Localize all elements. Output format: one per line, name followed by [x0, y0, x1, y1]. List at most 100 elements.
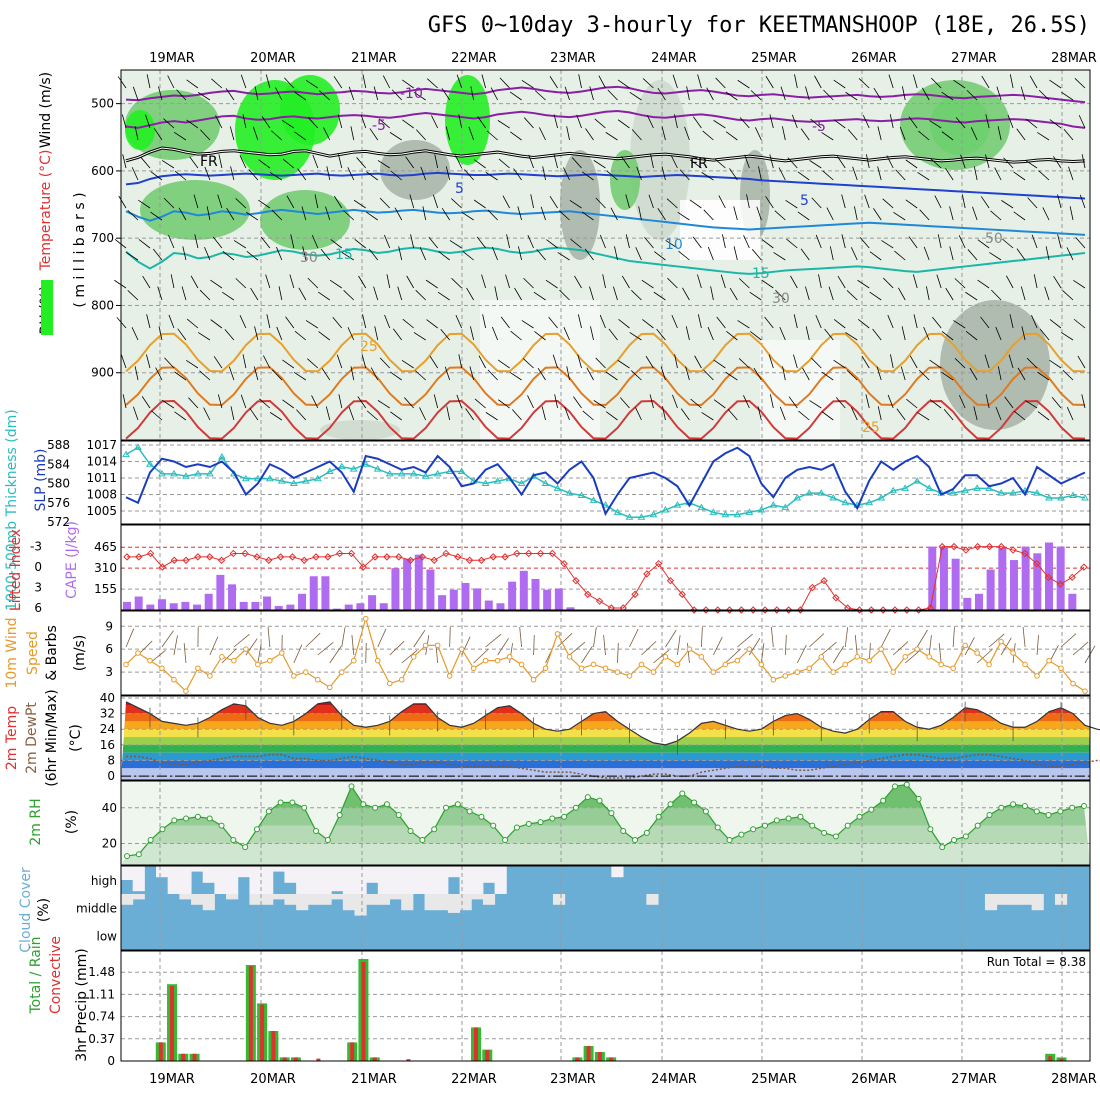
wind-barb: [1025, 159, 1038, 169]
rh2m-marker: [124, 853, 130, 860]
thickness-axis-label: 1000-500mb Thickness (dm): [4, 409, 20, 610]
cape-tick-label: 465: [94, 540, 117, 554]
wind-speed-marker: [458, 646, 465, 652]
rh2m-axis-label: 2m RH: [28, 798, 44, 845]
wind-barb: [389, 132, 402, 141]
wind-barb: [290, 234, 295, 249]
wind-barb: [563, 167, 570, 181]
wind-speed-marker: [710, 669, 717, 675]
li-marker: [170, 556, 178, 564]
wind-barb: [889, 114, 894, 129]
wind-barb: [240, 394, 247, 409]
wind-barb: [275, 87, 283, 101]
wind-barb: [461, 211, 474, 221]
wind-barb: [918, 130, 930, 141]
wind-barb: [242, 114, 247, 129]
cloud-gap-middle: [436, 894, 449, 911]
rh-shading-area: [900, 80, 1010, 170]
wind-barb: [790, 275, 798, 289]
thickness-marker: [517, 479, 526, 486]
li-marker: [784, 606, 793, 614]
rh2m-marker: [915, 795, 922, 802]
wind-barb: [598, 75, 606, 89]
wind-barb: [490, 87, 498, 101]
wind-barb: [865, 394, 870, 409]
wind-barb: [497, 120, 510, 129]
wind-barb: [193, 194, 199, 209]
lifted-index-cape-panel: -3 0 3 6 465 310 155 Lifted Index CAPE (J/kg): [8, 521, 1090, 615]
wind-barb: [594, 118, 606, 129]
wind-barb: [706, 87, 714, 101]
cloud-gap-middle: [401, 894, 414, 911]
wind-barb-10m: [317, 641, 334, 656]
wind-barb: [199, 289, 211, 301]
wind-barb: [678, 250, 690, 261]
wind-barb: [847, 129, 858, 141]
wind-barb: [481, 74, 487, 89]
rh2m-marker: [1033, 808, 1040, 815]
wind-barb: [285, 316, 295, 329]
wind-barb: [621, 275, 630, 289]
wind-speed-marker: [1058, 665, 1064, 672]
wind-barb: [661, 126, 666, 141]
rh2m-marker: [655, 813, 662, 820]
wind-tick-label: 6: [105, 642, 113, 656]
wind-barb: [433, 394, 439, 409]
wind-barb: [697, 74, 702, 89]
thickness-marker: [781, 503, 790, 511]
rh-shading-area: [125, 110, 155, 150]
cape-bar: [963, 597, 972, 610]
wind-barb: [586, 367, 594, 381]
wind-barb: [685, 366, 690, 381]
temp-tick-label: 40: [100, 691, 115, 705]
wind-barb: [226, 207, 235, 221]
wind-barb: [185, 360, 199, 369]
wind-barb: [581, 211, 594, 221]
cloud-gap-middle: [1031, 894, 1044, 911]
temp-tick-label: 8: [107, 753, 115, 767]
wind-barb: [390, 371, 402, 381]
rh2m-marker: [147, 836, 154, 843]
rh2m-marker: [537, 819, 544, 826]
li-marker: [666, 577, 675, 585]
wind-barb: [540, 206, 546, 221]
wind-barb: [606, 170, 618, 181]
wind-speed-marker: [590, 661, 597, 668]
wind-barb: [906, 398, 918, 409]
wind-barb: [320, 248, 331, 261]
wind-barb: [254, 326, 259, 341]
wind-barb: [498, 399, 510, 409]
cape-tick-label: 310: [94, 561, 117, 575]
wind-barb: [326, 166, 331, 181]
wind-barb: [739, 117, 750, 129]
wind-axis-label-1: 10m Wind: [4, 617, 20, 688]
wind-barb: [122, 394, 127, 409]
wind-barb: [269, 172, 283, 181]
thickness-marker: [925, 484, 934, 491]
wind-barb: [1061, 91, 1074, 101]
wind-barb: [887, 394, 894, 409]
wind-barb: [360, 114, 367, 129]
precip-conv-bar: [271, 1031, 276, 1061]
wind-barb: [210, 319, 223, 329]
slp-thickness-panel: 1005 1008 1011 1014 1017 572 576 580 584 588 1000-…: [4, 409, 1090, 611]
rh2m-marker: [336, 811, 343, 818]
wind-speed-marker: [1034, 673, 1040, 679]
rh2m-marker: [974, 822, 981, 829]
wind-barb: [470, 86, 475, 101]
wind-speed-marker: [974, 650, 980, 656]
rh2m-marker: [277, 799, 284, 806]
rh2m-marker: [951, 836, 958, 843]
wind-barb: [835, 397, 846, 409]
thickness-marker: [625, 513, 634, 520]
rh-2m-panel: 20 40 2m RH (%): [28, 781, 1090, 865]
wind-barb-10m: [125, 628, 135, 648]
wind-barb: [528, 154, 534, 169]
wind-speed-marker: [159, 665, 165, 672]
wind-barb: [713, 399, 726, 409]
wind-barb: [997, 366, 1002, 381]
wind-barb: [775, 289, 786, 301]
wind-barb: [1025, 400, 1038, 409]
li-marker: [182, 556, 190, 564]
wind-barb: [425, 279, 438, 289]
